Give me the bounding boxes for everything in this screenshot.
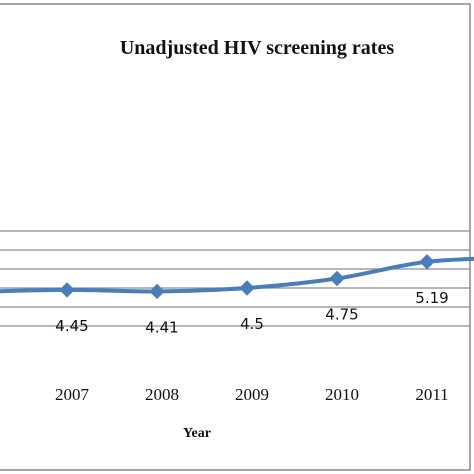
data-point-marker [239,280,255,296]
x-tick-label: 2009 [235,385,269,404]
x-tick-label: 2010 [325,385,359,404]
data-point-marker [329,270,345,287]
x-tick-label: 2011 [415,385,448,404]
data-label: 5.19 [415,289,448,307]
x-tick-label: 2008 [145,385,179,404]
x-axis-label: Year [183,426,211,441]
data-label: 4.5 [240,315,264,333]
data-label: 4.45 [55,317,88,335]
chart-title: Unadjusted HIV screening rates [120,37,394,59]
chart-frame [0,3,471,471]
x-tick-labels: 200720082009201020112 [55,385,449,404]
data-label: 4.41 [145,318,178,336]
data-point-marker [149,283,165,300]
data-label: 4.75 [325,306,358,324]
series-layer: 4.454.414.54.755.195 [0,254,474,336]
data-point-marker [59,282,75,298]
data-point-marker [419,254,435,270]
x-tick-label: 2007 [55,385,90,404]
